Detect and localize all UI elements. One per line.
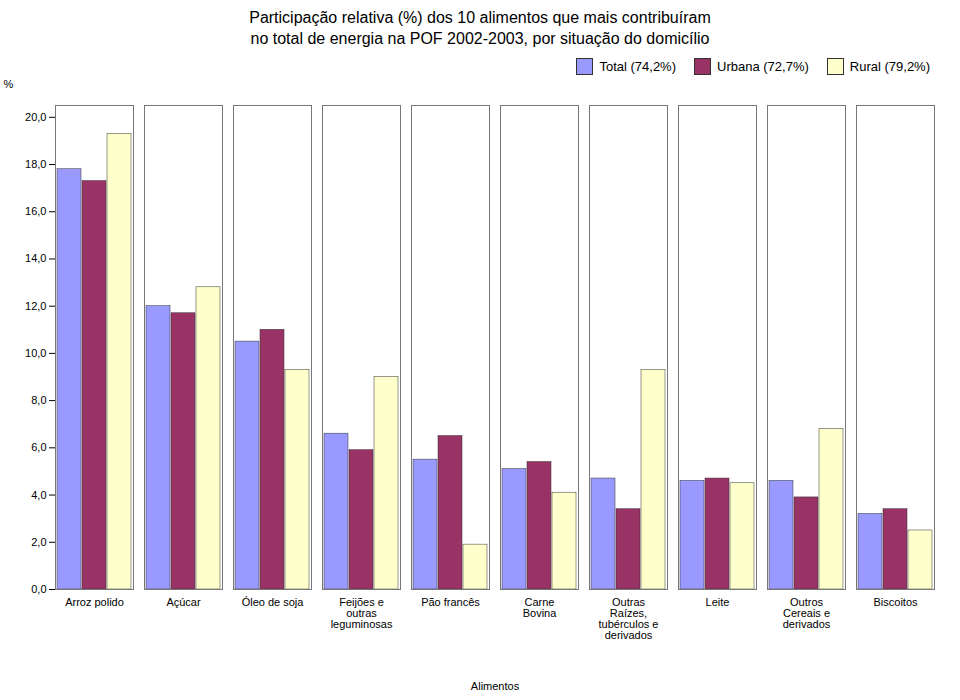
svg-text:Alimentos: Alimentos xyxy=(471,679,520,691)
html-text:Total (74,2%): Total (74,2%) xyxy=(599,58,676,74)
svg-text:Pão francês: Pão francês xyxy=(421,596,480,608)
svg-text:Arroz polido: Arroz polido xyxy=(65,596,124,608)
svg-text:20,0: 20,0 xyxy=(25,110,46,122)
html-text:Participação relativa (%) dos: Participação relativa (%) dos 10 aliment… xyxy=(249,9,711,47)
svg-text:12,0: 12,0 xyxy=(25,299,46,311)
svg-text:4,0: 4,0 xyxy=(31,488,46,500)
svg-text:OutrasRaízes,tubérculos ederiv: OutrasRaízes,tubérculos ederivados xyxy=(599,596,659,641)
svg-text:0,0: 0,0 xyxy=(31,583,46,595)
svg-text:%: % xyxy=(4,78,14,90)
svg-text:6,0: 6,0 xyxy=(31,441,46,453)
svg-text:Leite: Leite xyxy=(706,596,730,608)
svg-text:2,0: 2,0 xyxy=(31,535,46,547)
svg-text:14,0: 14,0 xyxy=(25,252,46,264)
svg-text:Biscoitos: Biscoitos xyxy=(873,596,918,608)
svg-text:Óleo de soja: Óleo de soja xyxy=(242,596,305,608)
svg-text:16,0: 16,0 xyxy=(25,205,46,217)
svg-text:CarneBovina: CarneBovina xyxy=(523,596,558,619)
svg-text:18,0: 18,0 xyxy=(25,158,46,170)
svg-text:OutrosCereais ederivados: OutrosCereais ederivados xyxy=(783,596,831,630)
svg-text:10,0: 10,0 xyxy=(25,347,46,359)
html-text:Urbana (72,7%): Urbana (72,7%) xyxy=(717,58,809,74)
svg-text:Feijões eoutrasleguminosas: Feijões eoutrasleguminosas xyxy=(331,596,393,630)
svg-text:8,0: 8,0 xyxy=(31,394,46,406)
svg-text:Açúcar: Açúcar xyxy=(166,596,201,608)
html-text:Rural (79,2%): Rural (79,2%) xyxy=(849,58,930,74)
